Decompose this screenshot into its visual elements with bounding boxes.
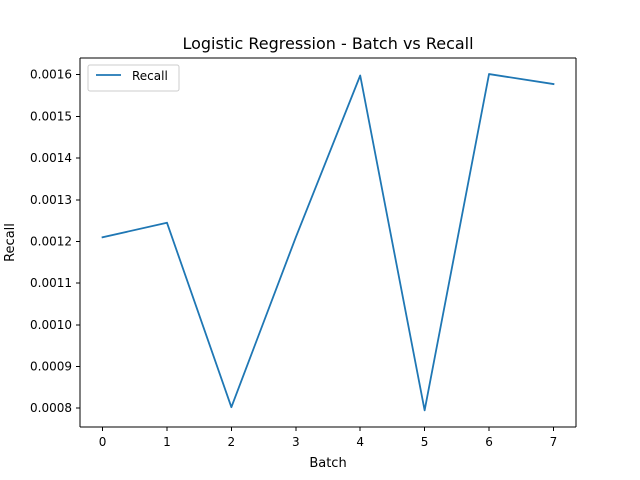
x-tick-label: 7 [550, 435, 558, 449]
data-point [294, 235, 298, 239]
series-line-recall [101, 73, 555, 412]
y-tick-label: 0.0009 [30, 360, 72, 374]
x-tick-label: 4 [356, 435, 364, 449]
x-tick-label: 3 [292, 435, 300, 449]
legend-label: Recall [132, 69, 168, 83]
data-point [487, 72, 491, 76]
y-tick-label: 0.0014 [30, 151, 72, 165]
legend-box [87, 64, 180, 92]
data-point [551, 82, 555, 86]
y-tick-label: 0.0008 [30, 401, 72, 415]
x-axis-title: Batch [309, 456, 346, 471]
chart-title: Logistic Regression - Batch vs Recall [182, 34, 473, 53]
y-tick-label: 0.0013 [30, 193, 72, 207]
y-axis-title: Recall [3, 223, 18, 262]
y-tick-label: 0.0012 [30, 234, 72, 248]
data-point [358, 74, 362, 78]
y-tick-label: 0.0010 [30, 318, 72, 332]
x-tick-label: 2 [228, 435, 236, 449]
data-point [423, 408, 427, 412]
y-tick-label: 0.0011 [30, 276, 72, 290]
legend: Recall [87, 64, 180, 92]
x-tick-label: 0 [99, 435, 107, 449]
y-tick-label: 0.0015 [30, 109, 72, 123]
data-point [101, 235, 105, 239]
data-point [229, 405, 233, 409]
y-tick-label: 0.0016 [30, 68, 72, 82]
x-tick-label: 1 [163, 435, 171, 449]
x-tick-label: 6 [485, 435, 493, 449]
x-tick-label: 5 [421, 435, 429, 449]
data-point [165, 221, 169, 225]
